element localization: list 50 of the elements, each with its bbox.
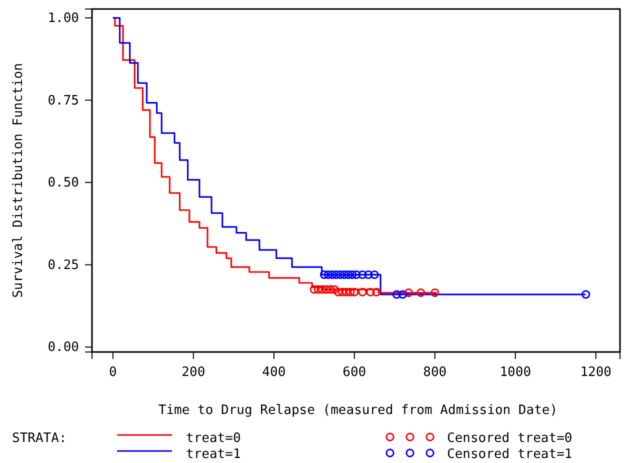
- point: [398, 290, 407, 299]
- legend-title: STRATA:: [12, 431, 67, 446]
- x-tick-label: 1200: [580, 365, 612, 380]
- point: [364, 270, 373, 279]
- y-tick-label: 0.00: [48, 340, 79, 356]
- point: [328, 270, 337, 279]
- point: [350, 288, 359, 296]
- point: [322, 285, 331, 294]
- point: [338, 288, 347, 296]
- legend-label: Censored treat=0: [447, 431, 572, 446]
- point: [310, 285, 318, 294]
- point: [340, 270, 349, 279]
- point: [318, 285, 327, 294]
- point: [581, 290, 590, 299]
- point: [346, 288, 355, 296]
- legend-label: Censored treat=1: [447, 447, 572, 462]
- x-tick-label: 400: [262, 365, 286, 380]
- y-tick-label: 1.00: [48, 11, 79, 26]
- point: [358, 288, 367, 296]
- y-tick-label: 0.50: [48, 176, 79, 191]
- point: [332, 270, 341, 279]
- point: [404, 288, 414, 298]
- point: [366, 288, 375, 296]
- point: [336, 270, 345, 279]
- point: [372, 288, 381, 296]
- point: [344, 270, 353, 279]
- x-tick-label: 200: [182, 365, 206, 380]
- y-axis-title: Survival Distribution Function: [11, 63, 26, 298]
- point: [314, 285, 322, 294]
- point: [352, 270, 361, 279]
- point: [326, 285, 335, 294]
- x-axis-title: Time to Drug Relapse (measured from Admission Date): [158, 403, 558, 418]
- point: [330, 285, 339, 294]
- point: [334, 288, 343, 296]
- point: [342, 288, 351, 296]
- point: [392, 290, 401, 299]
- x-tick-label: 1000: [500, 365, 532, 380]
- x-tick-label: 600: [342, 365, 366, 380]
- point: [320, 270, 329, 279]
- x-tick-label: 800: [423, 365, 447, 380]
- point: [370, 270, 379, 279]
- x-tick-label: 0: [109, 365, 117, 380]
- legend-label: treat=0: [186, 431, 241, 446]
- point: [324, 270, 333, 279]
- legend-label: treat=1: [186, 447, 241, 462]
- point: [416, 288, 426, 298]
- y-tick-label: 0.75: [48, 93, 79, 108]
- point: [348, 270, 357, 279]
- point: [358, 270, 367, 279]
- y-tick-label: 0.25: [48, 258, 79, 273]
